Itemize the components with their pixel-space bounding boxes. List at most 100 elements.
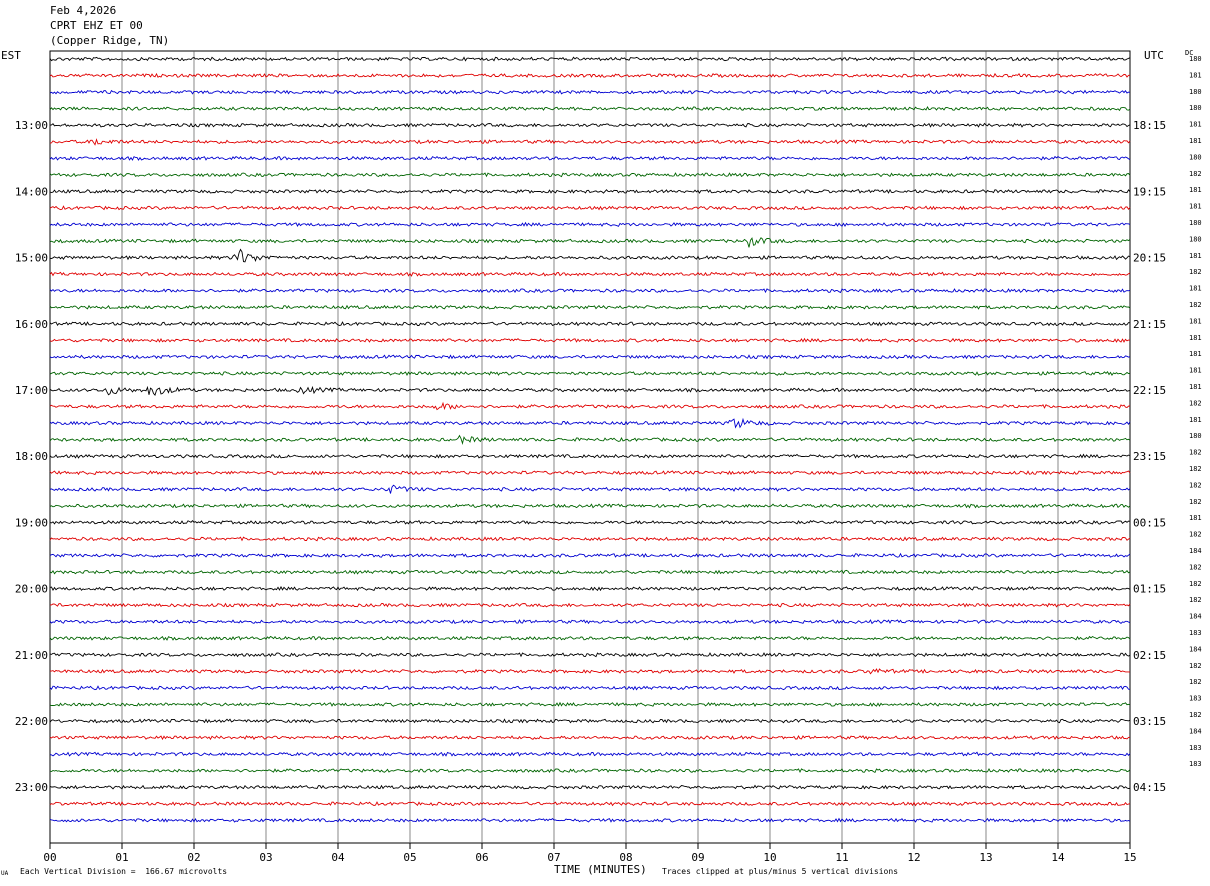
date-label: Feb 4,2026 [50, 4, 117, 17]
x-axis-ticks: 00 01 02 03 04 05 06 07 08 09 10 11 12 13 14 15 [43, 843, 1137, 864]
vertical-division-note: Each Vertical Division = 166.67 microvol… [20, 867, 228, 876]
dc-value: 182 [1189, 678, 1202, 686]
dc-value: 182 [1189, 301, 1202, 309]
right-hour-labels: 18:15 19:15 20:15 21:15 22:15 23:15 00:15 01:15… [1133, 119, 1166, 794]
left-hour-label: 17:00 [15, 384, 48, 397]
trace-line [49, 337, 1130, 343]
left-hour-label: 18:00 [15, 450, 48, 463]
x-tick-label: 14 [1051, 851, 1065, 864]
trace-line [49, 503, 1131, 509]
trace-line [49, 519, 1131, 525]
dc-value: 181 [1189, 367, 1202, 375]
dc-value: 183 [1189, 629, 1202, 637]
x-tick-label: 06 [475, 851, 488, 864]
x-tick-label: 03 [259, 851, 272, 864]
trace-line [49, 172, 1131, 178]
dc-value: 182 [1189, 449, 1202, 457]
trace-line [49, 619, 1131, 625]
trace-line [49, 552, 1131, 558]
trace-line [49, 155, 1131, 161]
trace-line [49, 89, 1131, 95]
right-hour-label: 01:15 [1133, 583, 1166, 596]
right-hour-label: 19:15 [1133, 185, 1166, 198]
location-label: (Copper Ridge, TN) [50, 34, 170, 47]
dc-value: 182 [1189, 662, 1202, 670]
trace-line [49, 434, 1131, 445]
dc-value: 182 [1189, 498, 1202, 506]
trace-line [49, 718, 1131, 724]
trace-line [49, 635, 1131, 641]
trace-line [49, 106, 1131, 112]
left-hour-label: 19:00 [15, 516, 48, 529]
x-tick-label: 01 [115, 851, 128, 864]
dc-value: 181 [1189, 317, 1202, 325]
dc-value: 180 [1189, 219, 1202, 227]
x-tick-label: 11 [835, 851, 848, 864]
left-hour-label: 23:00 [15, 781, 48, 794]
trace-line [49, 569, 1131, 575]
trace-line [49, 72, 1130, 78]
trace-line [49, 401, 1131, 411]
dc-value: 182 [1189, 170, 1202, 178]
plot-frame [49, 50, 1131, 844]
dc-value: 184 [1189, 547, 1202, 555]
trace-line [49, 385, 1131, 397]
trace-line [49, 801, 1131, 807]
trace-line [49, 652, 1131, 658]
dc-value: 184 [1189, 645, 1202, 653]
dc-value: 182 [1189, 531, 1202, 539]
dc-value: 182 [1189, 580, 1202, 588]
dc-value: 184 [1189, 613, 1202, 621]
dc-value: 182 [1189, 481, 1202, 489]
dc-value: 183 [1189, 744, 1202, 752]
station-label: CPRT EHZ ET 00 [50, 19, 143, 32]
trace-line [49, 248, 1131, 263]
right-hour-label: 18:15 [1133, 119, 1166, 132]
trace-line [49, 767, 1131, 774]
clip-note: Traces clipped at plus/minus 5 vertical … [662, 867, 899, 876]
trace-line [49, 205, 1131, 211]
x-tick-label: 12 [907, 851, 920, 864]
trace-line [49, 784, 1131, 790]
trace-line [49, 417, 1131, 429]
dc-value: 181 [1189, 383, 1202, 391]
trace-line [49, 536, 1131, 542]
right-hour-label: 04:15 [1133, 781, 1166, 794]
dc-value: 182 [1189, 465, 1202, 473]
trace-line [49, 585, 1131, 592]
x-tick-label: 08 [619, 851, 632, 864]
logo: UA [1, 870, 9, 877]
dc-value: 181 [1189, 285, 1202, 293]
dc-header-label: DC [1185, 49, 1194, 57]
dc-value: 180 [1189, 88, 1202, 96]
dc-value: 182 [1189, 596, 1202, 604]
dc-value: 181 [1189, 137, 1202, 145]
left-hour-label: 14:00 [15, 185, 48, 198]
dc-value: 181 [1189, 350, 1202, 358]
right-timezone-label: UTC [1144, 49, 1164, 62]
left-hour-labels: 13:00 14:00 15:00 16:00 17:00 18:00 19:00 20:00… [15, 119, 48, 794]
left-hour-label: 15:00 [15, 252, 48, 265]
right-hour-label: 20:15 [1133, 252, 1166, 265]
trace-line [49, 122, 1131, 128]
trace-line [49, 370, 1131, 376]
right-hour-label: 02:15 [1133, 649, 1166, 662]
trace-line [49, 237, 1131, 248]
left-hour-label: 21:00 [15, 649, 48, 662]
x-tick-label: 15 [1123, 851, 1136, 864]
right-hour-label: 00:15 [1133, 516, 1166, 529]
trace-line [49, 188, 1131, 194]
dc-value: 181 [1189, 416, 1202, 424]
dc-value: 181 [1189, 514, 1202, 522]
left-hour-label: 20:00 [15, 583, 48, 596]
dc-value: 181 [1189, 334, 1202, 342]
trace-line [49, 453, 1131, 459]
trace-line [49, 751, 1131, 757]
x-tick-label: 10 [763, 851, 776, 864]
trace-line [49, 735, 1131, 741]
dc-value: 183 [1189, 695, 1202, 703]
dc-value: 182 [1189, 399, 1202, 407]
trace-line [49, 221, 1131, 228]
x-tick-label: 05 [403, 851, 416, 864]
